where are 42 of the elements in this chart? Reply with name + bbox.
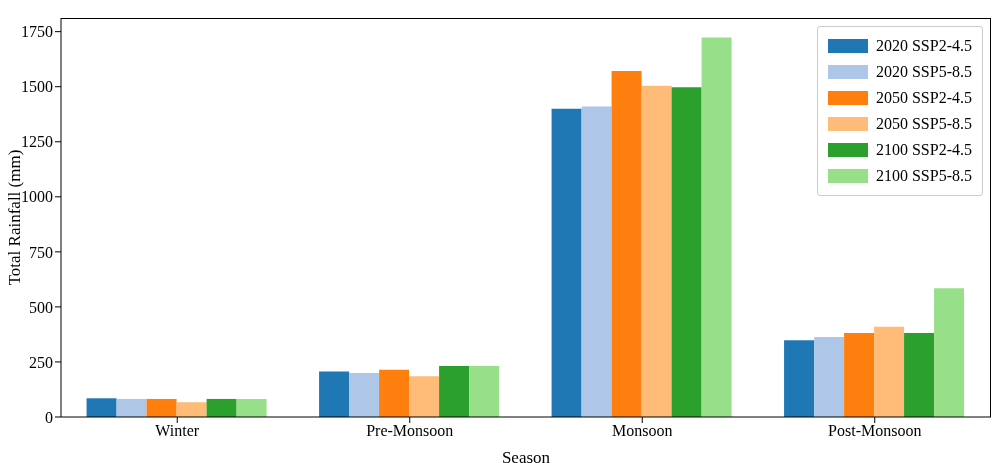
bar [671,87,702,417]
bar [844,333,875,417]
bar [236,398,267,417]
y-tick-label: 1500 [21,78,53,96]
bar [319,371,350,417]
legend-label: 2050 SSP5-8.5 [875,114,972,134]
bar [904,333,935,417]
y-tick-label: 1250 [21,133,53,151]
bar [784,340,815,417]
x-tick-label: Winter [155,422,200,440]
bar [146,398,177,417]
y-tick-label: 750 [29,243,53,261]
bar [86,398,117,417]
bar [439,365,470,417]
x-tick-label: Post-Monsoon [828,422,922,440]
bar [611,71,642,417]
bar [934,288,965,417]
x-axis-title: Season [501,448,551,463]
bar [469,365,500,417]
bar [379,369,410,417]
legend-label: 2020 SSP2-4.5 [875,36,972,56]
bar [116,398,147,417]
bar [814,337,845,417]
bar [641,85,672,417]
legend-label: 2100 SSP2-4.5 [875,140,972,160]
bar [551,108,582,417]
legend-label: 2020 SSP5-8.5 [875,62,972,82]
bar [409,376,440,417]
y-tick-label: 500 [29,298,53,316]
bar [206,398,237,417]
bar [581,106,612,417]
y-tick-label: 0 [45,408,53,426]
bar [874,326,905,417]
x-tick-label: Pre-Monsoon [366,422,454,440]
bar [701,37,732,417]
bar [176,402,207,417]
y-tick-label: 1750 [21,23,53,41]
y-tick-label: 250 [29,353,53,371]
legend-label: 2100 SSP5-8.5 [875,166,972,186]
legend-label: 2050 SSP2-4.5 [875,88,972,108]
bar [349,372,380,417]
x-tick-label: Monsoon [612,422,673,440]
